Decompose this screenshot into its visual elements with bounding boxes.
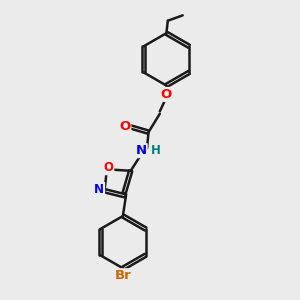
Text: N: N	[136, 144, 147, 157]
Text: O: O	[119, 120, 130, 133]
Text: O: O	[161, 88, 172, 101]
Text: N: N	[94, 183, 104, 196]
Text: H: H	[150, 143, 160, 157]
Text: O: O	[103, 161, 113, 174]
Text: Br: Br	[115, 269, 131, 282]
